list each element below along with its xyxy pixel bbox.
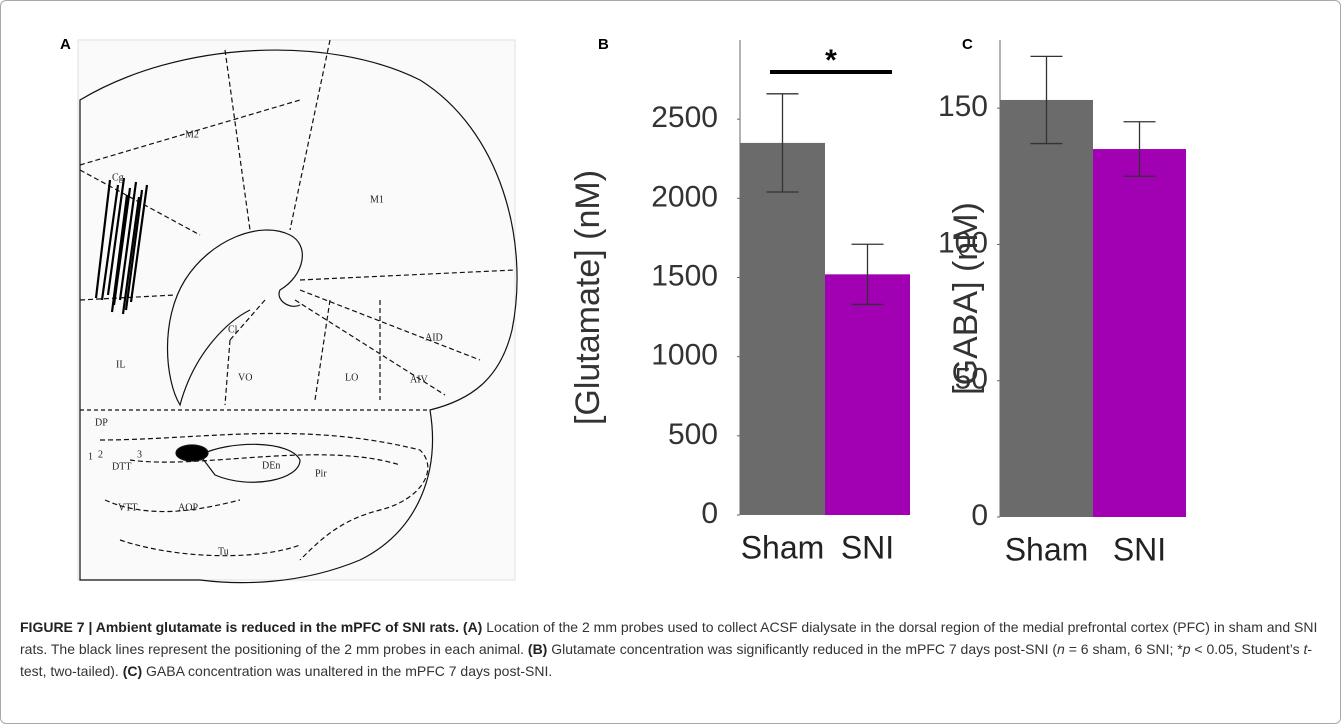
panel-label: A [60, 36, 71, 53]
y-tick-label: 500 [668, 418, 718, 451]
bar [740, 142, 825, 515]
region-label: IL [116, 359, 125, 370]
caption-segment: < 0.05, Student’s [1190, 641, 1304, 657]
caption-segment: n [1057, 641, 1065, 657]
probe-tracks [94, 177, 149, 315]
significance-annotation: * [825, 44, 837, 77]
region-label: 2 [98, 449, 103, 460]
region-boundary [99, 432, 429, 561]
region-label: AID [425, 332, 443, 343]
panel-label: C [962, 36, 973, 53]
y-tick-label: 50 [955, 363, 988, 396]
region-label: 1 [88, 451, 93, 462]
region-label: DEn [262, 460, 280, 471]
region-label: Cg [112, 172, 124, 183]
y-tick-label: 2000 [651, 180, 718, 213]
caption-segment: -test, two-tailed). [20, 641, 1313, 679]
region-label: DTT [112, 461, 131, 472]
region-label: VO [238, 372, 252, 383]
x-tick-label: SNI [1113, 531, 1166, 567]
x-tick-label: Sham [1005, 531, 1089, 567]
y-tick-label: 150 [938, 90, 988, 123]
x-tick-label: SNI [841, 529, 894, 565]
region-label: M2 [185, 129, 199, 140]
forceps [166, 229, 303, 407]
bar [825, 274, 910, 515]
atlas-background [77, 39, 516, 581]
region-label: LO [345, 372, 358, 383]
caption-segment: (C) [122, 663, 143, 679]
y-tick-label: 2500 [651, 101, 718, 134]
y-tick-label: 0 [701, 497, 718, 530]
error-bar [1030, 55, 1063, 145]
ventricle [199, 443, 301, 483]
region-label: Tu [218, 546, 229, 557]
figure-caption: FIGURE 7 | Ambient glutamate is reduced … [20, 616, 1320, 682]
caption-segment: GABA concentration was unaltered in the … [142, 663, 553, 679]
region-label: M1 [370, 194, 384, 205]
y-axis-label: [GABA] (nM) [947, 202, 985, 395]
region-label: 3 [137, 449, 142, 460]
x-tick-label: Sham [741, 529, 825, 565]
region-label: AIV [410, 374, 429, 385]
caption-segment: t [1303, 641, 1308, 657]
y-tick-label: 1000 [651, 339, 718, 372]
panel-label: B [598, 36, 609, 53]
caption-segment: = 6 sham, 6 SNI; * [1064, 641, 1183, 657]
region-label: Cl [228, 324, 238, 335]
caption-segment: Glutamate concentration was significantl… [547, 641, 1058, 657]
region-label: AOP [178, 502, 198, 513]
y-tick-label: 100 [938, 226, 988, 259]
bar [1093, 149, 1186, 517]
atlas-diagram: M2 M1 Cg Cl AID IL VO LO AIV DP 1 2 3 DT… [77, 39, 518, 584]
error-bar [851, 243, 884, 306]
error-bar [1123, 121, 1156, 177]
bar [1000, 99, 1093, 518]
y-axis-label: [Glutamate] (nM) [569, 170, 607, 425]
region-label: Pir [315, 468, 327, 479]
lesion-mark [175, 444, 209, 462]
caption-segment: (B) [527, 641, 548, 657]
y-tick-label: 0 [971, 499, 988, 532]
brain-outline [79, 49, 518, 584]
region-label: DP [95, 417, 108, 428]
caption-segment: Location of the 2 mm probes used to coll… [20, 619, 1322, 657]
y-tick-label: 1500 [651, 259, 718, 292]
region-label: VTT [118, 502, 137, 513]
error-bar [766, 93, 799, 193]
figure: A B C M2 M1 Cg Cl AID IL VO LO AIV DP 1 … [60, 36, 1186, 584]
caption-segment: FIGURE 7 | Ambient glutamate is reduced … [20, 619, 483, 635]
caption-segment: p [1182, 641, 1191, 657]
